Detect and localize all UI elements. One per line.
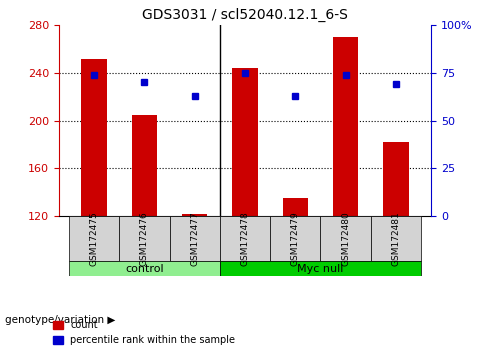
Text: GSM172481: GSM172481	[392, 211, 400, 266]
Text: GSM172478: GSM172478	[241, 211, 249, 266]
Legend: count, percentile rank within the sample: count, percentile rank within the sample	[49, 316, 239, 349]
FancyBboxPatch shape	[320, 216, 371, 261]
FancyBboxPatch shape	[220, 216, 270, 261]
Bar	[232, 68, 258, 216]
Title: GDS3031 / scl52040.12.1_6-S: GDS3031 / scl52040.12.1_6-S	[142, 8, 348, 22]
FancyBboxPatch shape	[270, 216, 320, 261]
Bar	[383, 142, 409, 216]
Bar	[182, 214, 207, 216]
Text: GSM172477: GSM172477	[190, 211, 199, 266]
Text: genotype/variation ▶: genotype/variation ▶	[5, 315, 115, 325]
FancyBboxPatch shape	[119, 216, 170, 261]
FancyBboxPatch shape	[371, 216, 421, 261]
Text: control: control	[125, 264, 164, 274]
FancyBboxPatch shape	[69, 216, 119, 261]
Text: GSM172476: GSM172476	[140, 211, 149, 266]
Bar	[283, 198, 308, 216]
Text: GSM172480: GSM172480	[341, 211, 350, 266]
Text: GSM172479: GSM172479	[291, 211, 300, 266]
Text: Myc null: Myc null	[297, 264, 343, 274]
FancyBboxPatch shape	[220, 261, 421, 276]
Bar	[333, 37, 358, 216]
Text: GSM172475: GSM172475	[90, 211, 98, 266]
FancyBboxPatch shape	[170, 216, 220, 261]
Bar	[81, 59, 107, 216]
FancyBboxPatch shape	[69, 261, 220, 276]
Bar	[132, 115, 157, 216]
